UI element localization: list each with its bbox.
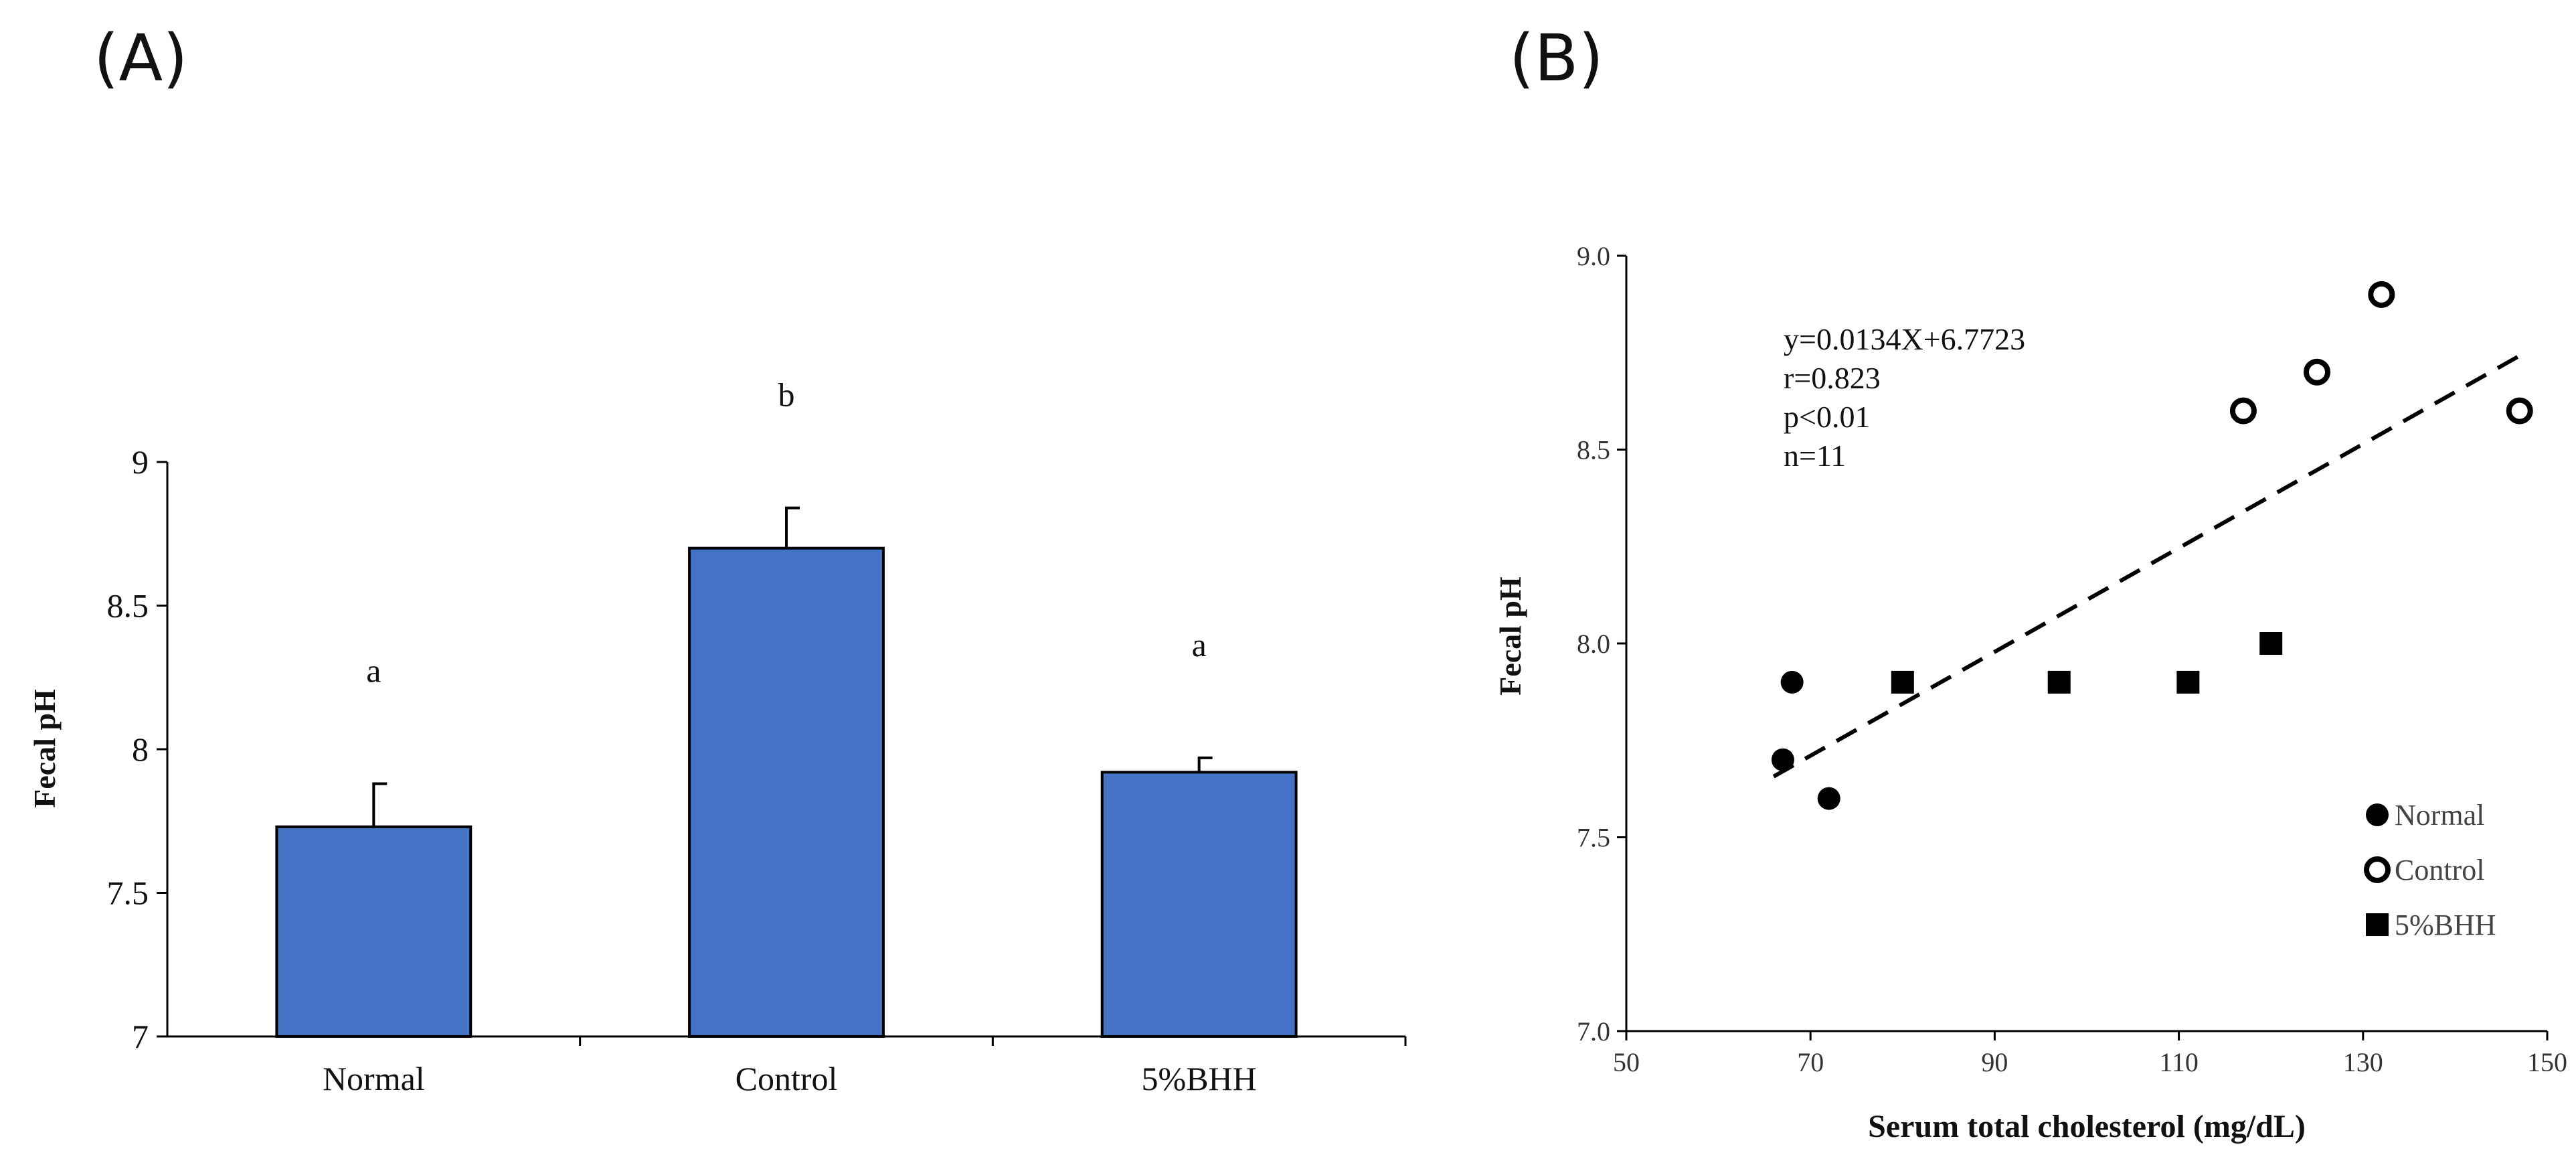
point-control (2304, 358, 2330, 386)
legend-item: Control (2364, 854, 2484, 886)
point-control (2229, 397, 2257, 424)
legend-marker (2366, 913, 2389, 936)
error-bar (785, 506, 800, 548)
y-tick-group: 7.0 7.5 8.0 8.5 9.0 (1577, 241, 1626, 1046)
x-tick-label: Normal (323, 1060, 425, 1097)
correlation-coefficient: r=0.823 (1784, 361, 1881, 395)
x-tick-label: 130 (2343, 1047, 2383, 1077)
error-bar-group (372, 506, 1213, 827)
y-tick-label: 7.5 (1577, 823, 1610, 853)
x-tick-group: 50 70 90 110 130 150 (1613, 1031, 2567, 1077)
point-5bhh (1891, 670, 1914, 694)
y-tick-label: 7.0 (1577, 1016, 1610, 1046)
significance-letter: b (778, 376, 795, 414)
legend-label: 5%BHH (2395, 909, 2496, 941)
y-tick-label: 8.0 (1577, 629, 1610, 659)
y-axis-label: Fecal pH (27, 689, 62, 808)
point-5bhh (2047, 670, 2071, 694)
scatter-chart-panel: (B) 7.0 7.5 8.0 8.5 9.0 50 70 90 110 130 150 y=0.… (1493, 21, 2567, 1144)
bar-normal (275, 825, 473, 1038)
regression-stats: y=0.0134X+6.7723 r=0.823 p<0.01 n=11 (1784, 322, 2025, 473)
x-tick-label: 50 (1613, 1047, 1640, 1077)
y-tick-label: 8 (132, 730, 149, 768)
x-tick-label: 150 (2527, 1047, 2567, 1077)
regression-equation: y=0.0134X+6.7723 (1784, 322, 2025, 356)
trendline (1772, 354, 2521, 779)
legend: Normal Control 5%BHH (2364, 799, 2496, 941)
x-tick-label: 5%BHH (1142, 1060, 1257, 1097)
x-tick-group: Normal Control 5%BHH (323, 1036, 1407, 1097)
point-normal (1817, 787, 1840, 810)
y-tick-group: 7 7.5 8 8.5 9 (107, 443, 167, 1055)
error-bar (372, 782, 388, 827)
legend-marker (2366, 803, 2389, 826)
y-tick-label: 9 (132, 443, 149, 481)
bar-group (275, 546, 1298, 1038)
x-tick-label: 70 (1797, 1047, 1824, 1077)
point-5bhh (2176, 670, 2200, 694)
y-tick-label: 7 (132, 1018, 149, 1055)
legend-label: Normal (2395, 799, 2484, 832)
x-tick-label: Control (736, 1060, 838, 1097)
data-point-group (1771, 281, 2533, 810)
legend-marker (2364, 856, 2391, 883)
legend-item: 5%BHH (2366, 909, 2496, 941)
point-normal (1771, 748, 1794, 771)
significance-letter: a (366, 651, 381, 689)
point-control (2368, 281, 2395, 308)
p-value: p<0.01 (1784, 400, 1870, 434)
x-tick-label: 90 (1981, 1047, 2008, 1077)
panel-a-label: (A) (94, 21, 188, 96)
point-5bhh (2259, 632, 2283, 655)
significance-letter-group: a b a (366, 376, 1207, 690)
y-tick-label: 9.0 (1577, 241, 1610, 271)
y-tick-label: 7.5 (107, 874, 149, 912)
significance-letter: a (1192, 626, 1207, 664)
x-tick-label: 110 (2159, 1047, 2199, 1077)
y-tick-label: 8.5 (1577, 435, 1610, 465)
x-axis-label: Serum total cholesterol (mg/dL) (1868, 1109, 2306, 1144)
bar-5bhh (1100, 771, 1298, 1038)
point-control (2506, 397, 2533, 424)
legend-item: Normal (2366, 799, 2484, 832)
sample-size: n=11 (1784, 439, 1846, 473)
panel-b-label: (B) (1509, 21, 1604, 96)
bar-chart-panel: (A) a b a 7 7.5 8 8.5 9 Normal Control 5%BHH Fec… (27, 21, 1407, 1097)
legend-label: Control (2395, 854, 2484, 886)
bar-control (688, 546, 885, 1038)
error-bar (1197, 756, 1213, 773)
y-axis-label: Fecal pH (1493, 576, 1527, 696)
y-tick-label: 8.5 (107, 587, 149, 625)
point-normal (1780, 670, 1804, 694)
